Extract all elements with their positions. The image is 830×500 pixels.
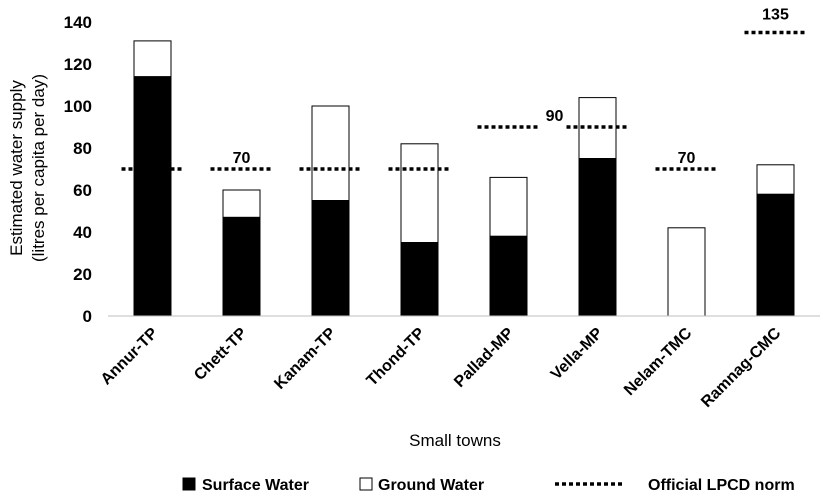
y-tick-label: 60 — [73, 181, 92, 200]
legend-label-norm: Official LPCD norm — [648, 477, 795, 494]
x-axis-title: Small towns — [409, 431, 501, 450]
legend-label-ground-water: Ground Water — [378, 477, 484, 494]
bar-surface-water-chett-tp — [222, 216, 261, 317]
y-axis-title-line1: Estimated water supply — [7, 80, 26, 256]
x-tick-label: Chett-TP — [191, 325, 250, 384]
bar-surface-water-thond-tp — [400, 242, 439, 317]
norm-label: 90 — [546, 108, 564, 125]
y-tick-label: 80 — [73, 139, 92, 158]
x-tick-label: Kanam-TP — [271, 325, 339, 393]
y-tick-label: 40 — [73, 223, 92, 242]
x-axis-category-labels: Annur-TP Chett-TP Kanam-TP Thond-TP Pallad-M… — [98, 324, 785, 411]
x-tick-label: Pallad-MP — [451, 325, 517, 391]
legend: Surface Water Ground Water Official LPCD… — [182, 477, 795, 494]
bar-ground-water-thond-tp — [400, 143, 439, 243]
bar-surface-water-vella-mp — [578, 158, 617, 317]
norm-label: 70 — [233, 150, 251, 167]
bar-ground-water-nelam-tmc — [667, 227, 706, 317]
bar-ground-water-ramnag-cmc — [756, 164, 795, 195]
x-tick-label: Vella-MP — [548, 325, 607, 384]
y-tick-label: 20 — [73, 265, 92, 284]
legend-label-surface-water: Surface Water — [202, 477, 309, 494]
x-tick-label: Ramnag-CMC — [698, 324, 785, 411]
norm-label: 70 — [678, 150, 696, 167]
bar-surface-water-kanam-tp — [311, 200, 350, 317]
y-tick-label: 0 — [83, 307, 92, 326]
norm-label: 135 — [762, 7, 789, 24]
bar-surface-water-pallad-mp — [489, 235, 528, 317]
bar-ground-water-chett-tp — [222, 189, 261, 218]
bar-ground-water-pallad-mp — [489, 176, 528, 237]
bar-surface-water-annur-tp — [133, 76, 172, 317]
y-tick-label: 100 — [64, 97, 92, 116]
x-tick-label: Annur-TP — [98, 325, 162, 389]
y-tick-label: 120 — [64, 55, 92, 74]
bars — [133, 40, 795, 317]
y-tick-label: 140 — [64, 13, 92, 32]
bar-surface-water-ramnag-cmc — [756, 193, 795, 317]
x-tick-label: Nelam-TMC — [621, 324, 696, 399]
y-axis-title-line2: (litres per capita per day) — [29, 74, 48, 262]
legend-swatch-ground-water — [359, 477, 373, 491]
bar-ground-water-kanam-tp — [311, 105, 350, 201]
legend-swatch-surface-water — [182, 477, 196, 491]
norm-lines: 70 90 70 135 — [121, 7, 807, 171]
bar-ground-water-annur-tp — [133, 40, 172, 78]
y-axis-ticks: 0 20 40 60 80 100 120 140 — [64, 13, 92, 326]
x-tick-label: Thond-TP — [364, 325, 429, 390]
